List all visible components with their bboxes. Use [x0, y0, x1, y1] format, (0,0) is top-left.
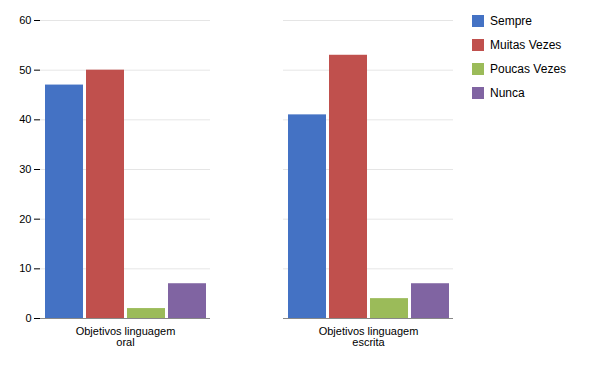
- svg-text:Objetivos linguagemoral: Objetivos linguagemoral: [76, 325, 176, 348]
- html-text:Muitas Vezes: Muitas Vezes: [490, 38, 562, 52]
- svg-text:60: 60: [19, 14, 31, 26]
- svg-text:30: 30: [19, 163, 31, 175]
- html-text:Nunca: Nunca: [490, 86, 525, 100]
- html-text:Sempre: Sempre: [490, 14, 532, 28]
- svg-text:0: 0: [25, 312, 31, 324]
- svg-text:Objetivos linguagemescrita: Objetivos linguagemescrita: [319, 325, 419, 348]
- svg-text:40: 40: [19, 113, 31, 125]
- svg-text:10: 10: [19, 262, 31, 274]
- svg-text:20: 20: [19, 213, 31, 225]
- html-text:Poucas Vezes: Poucas Vezes: [490, 62, 567, 76]
- svg-text:50: 50: [19, 64, 31, 76]
